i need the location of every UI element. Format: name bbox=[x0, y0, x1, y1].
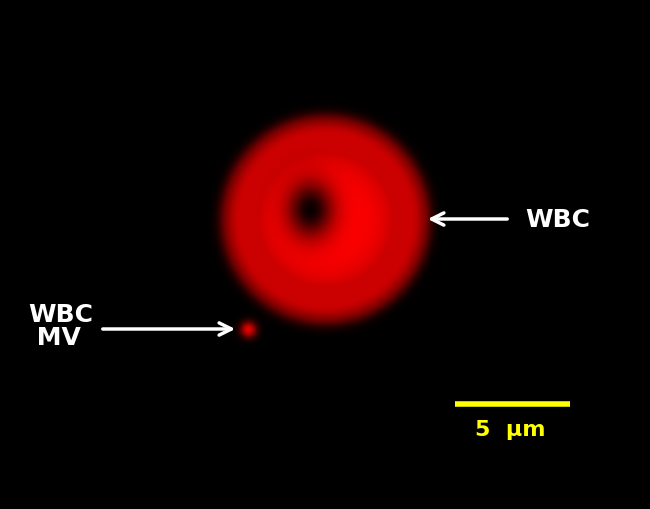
Text: MV: MV bbox=[28, 325, 81, 349]
Text: 5  μm: 5 μm bbox=[474, 419, 545, 439]
Text: WBC: WBC bbox=[525, 208, 590, 232]
Text: WBC: WBC bbox=[28, 302, 93, 326]
